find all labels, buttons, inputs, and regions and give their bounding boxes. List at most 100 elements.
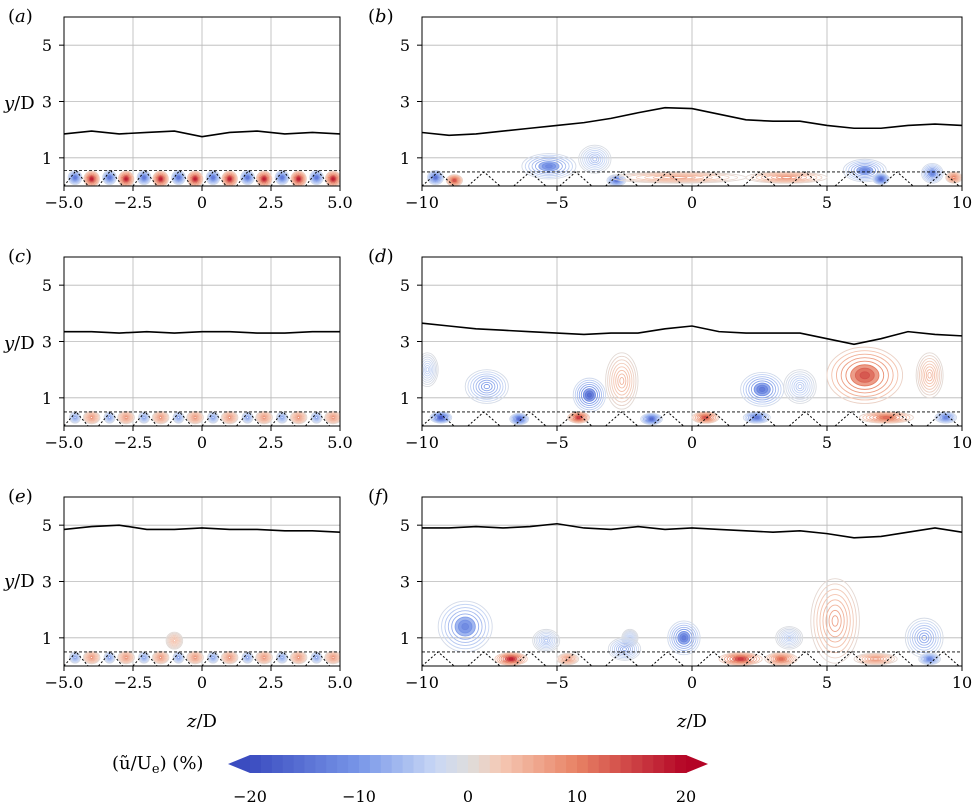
positive-contour-blob <box>556 652 580 666</box>
contour-level <box>159 416 163 419</box>
positive-contour-blob <box>764 652 798 666</box>
contour-level <box>882 416 891 419</box>
positive-contour-blob <box>915 352 944 399</box>
contour-level <box>778 628 800 647</box>
contour-level <box>122 414 130 421</box>
colorbar-segment <box>348 755 360 773</box>
x-tick-label: 0 <box>687 433 697 452</box>
contour-level <box>88 654 96 661</box>
contour-level <box>155 173 166 185</box>
contour-level <box>85 413 98 422</box>
contour-level <box>191 654 199 661</box>
contour-level <box>745 171 828 184</box>
contour-level <box>434 176 437 180</box>
contour-level <box>437 600 493 653</box>
contour-level <box>278 654 286 661</box>
positive-contour-blob <box>445 174 463 186</box>
contour-level <box>315 416 318 419</box>
panel-label-d: (d) <box>368 246 394 267</box>
contour-level <box>188 412 202 423</box>
contour-level <box>617 373 627 389</box>
contour-level <box>561 655 574 663</box>
contour-level <box>108 416 111 419</box>
contour-level <box>608 175 624 186</box>
x-tick-label: −5.0 <box>45 673 84 692</box>
contour-level <box>667 620 701 656</box>
colorbar-segment <box>359 755 371 773</box>
contour-level <box>277 172 287 183</box>
contour-level <box>246 416 249 419</box>
contour-level <box>746 412 768 423</box>
contour-level <box>246 656 249 659</box>
contour-level <box>644 174 713 181</box>
contour-level <box>754 416 759 419</box>
contour-level <box>157 654 165 661</box>
contour-level <box>331 177 335 181</box>
contour-level <box>831 350 899 401</box>
negative-contour-blob <box>274 170 290 186</box>
contour-level <box>176 654 182 661</box>
colorbar-tick-label: −20 <box>233 787 267 806</box>
contour-level <box>944 416 948 419</box>
contour-level <box>189 413 201 422</box>
contour-level <box>71 414 79 421</box>
contour-level <box>186 410 204 425</box>
colorbar-segment <box>457 755 469 773</box>
panel-b: −10 −5 0 5 10 1 3 5 <box>400 16 972 212</box>
contour-level <box>521 153 577 180</box>
contour-level <box>927 657 932 661</box>
contour-level <box>445 174 463 186</box>
contour-level <box>121 174 131 184</box>
contour-level <box>952 176 956 180</box>
contour-level <box>89 655 95 660</box>
positive-contour-blob <box>255 170 273 186</box>
panel-label-b: (b) <box>368 6 394 27</box>
contour-level <box>257 412 271 423</box>
colorbar-tick-label: 20 <box>676 787 696 806</box>
contour-level <box>141 414 147 421</box>
contour-level <box>176 414 182 421</box>
contour-level <box>87 654 97 662</box>
contour-level <box>174 413 183 422</box>
contour-level <box>327 173 339 185</box>
colorbar-segment <box>489 755 502 773</box>
contour-level <box>209 413 217 422</box>
contour-level <box>498 653 524 665</box>
contour-level <box>242 172 253 183</box>
contour-level <box>225 654 235 662</box>
edge-line <box>422 522 962 539</box>
contour-level <box>140 413 148 422</box>
contour-level <box>925 369 934 382</box>
contour-level <box>85 653 98 662</box>
contour-level <box>260 414 268 421</box>
positive-contour-blob <box>83 170 100 186</box>
contour-level <box>154 653 167 662</box>
contour-level <box>313 654 320 661</box>
contour-level <box>209 653 217 662</box>
contour-level <box>280 416 284 419</box>
contour-level <box>556 652 580 666</box>
contour-level <box>669 622 699 654</box>
contour-level <box>278 414 286 421</box>
contour-level <box>314 414 320 421</box>
x-tick-label: 0 <box>197 433 207 452</box>
contour-level <box>439 416 443 419</box>
positive-contour-blob <box>117 650 135 665</box>
contour-level <box>919 632 930 644</box>
contour-level <box>750 380 774 399</box>
contour-level <box>117 410 135 425</box>
contour-level <box>512 414 526 423</box>
contour-level <box>914 627 935 649</box>
contour-level <box>86 173 97 185</box>
contour-level <box>422 356 436 383</box>
contour-level <box>193 656 197 659</box>
y-tick-label: 3 <box>400 93 410 112</box>
colorbar-segment <box>642 755 654 773</box>
contour-level <box>190 174 200 184</box>
negative-contour-blob <box>437 600 493 653</box>
contour-level <box>153 652 168 663</box>
contour-level <box>922 363 937 388</box>
contour-level <box>613 366 631 396</box>
colorbar-segment <box>609 755 622 773</box>
contour-level <box>223 653 236 662</box>
